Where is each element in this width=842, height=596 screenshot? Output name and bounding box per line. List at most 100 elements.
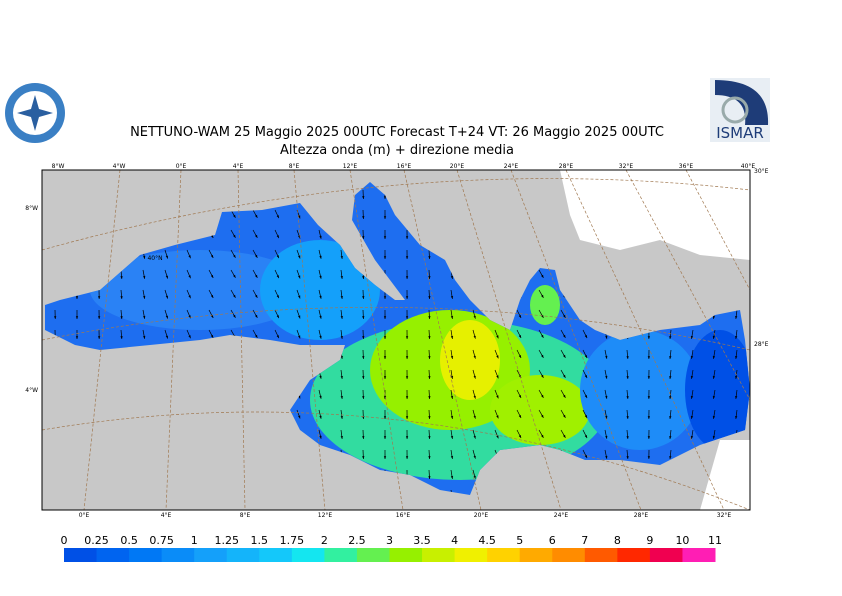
- arrow-head: [319, 335, 322, 339]
- arrow-head: [428, 476, 431, 479]
- arrow-head: [405, 336, 409, 339]
- arrow-head: [428, 256, 431, 259]
- arrow-head: [473, 335, 476, 339]
- colorbar-swatch: [649, 548, 683, 562]
- arrow-head: [428, 276, 431, 279]
- arrow-head: [541, 374, 544, 378]
- subtitle: Altezza onda (m) + direzione media: [280, 143, 514, 158]
- colorbar-label: 3.5: [413, 534, 431, 547]
- colorbar-swatch: [194, 548, 228, 562]
- arrow-head: [319, 275, 322, 279]
- arrow-head: [120, 336, 123, 339]
- arrow-head: [496, 435, 499, 439]
- arrow-head: [143, 315, 146, 319]
- arrow-head: [584, 355, 588, 359]
- arrow-head: [362, 316, 365, 319]
- arrow-head: [405, 416, 409, 419]
- arrow-head: [165, 275, 168, 279]
- arrow-head: [428, 336, 431, 339]
- arrow-head: [735, 316, 738, 319]
- right-label: 28°E: [754, 341, 769, 348]
- colorbar-label: 0: [61, 534, 68, 547]
- arrow-head: [340, 336, 343, 339]
- arrow-head: [605, 455, 608, 459]
- arrow-head: [584, 415, 588, 419]
- arrow-head: [210, 234, 214, 238]
- map: [42, 170, 750, 510]
- arrow-head: [362, 396, 365, 399]
- bottom-lon-label: 12°E: [318, 512, 333, 519]
- arrow-head: [473, 315, 476, 319]
- arrow-head: [496, 335, 499, 339]
- arrow-head: [188, 255, 191, 259]
- bottom-lon-label: 0°E: [79, 512, 90, 519]
- colorbar-swatch: [519, 548, 553, 562]
- arrow-head: [405, 436, 409, 439]
- arrow-head: [563, 334, 566, 338]
- colorbar-swatch: [422, 548, 456, 562]
- arrow-head: [496, 375, 499, 379]
- arrow-head: [626, 396, 629, 399]
- arrow-head: [450, 375, 454, 379]
- colorbar-swatch: [226, 548, 260, 562]
- arrow-head: [383, 356, 387, 359]
- arrow-head: [120, 296, 123, 299]
- arrow-head: [298, 215, 301, 219]
- arrow-head: [626, 456, 629, 459]
- arrow-head: [735, 336, 738, 339]
- arrow-head: [647, 336, 651, 339]
- arrow-head: [712, 335, 716, 339]
- arrow-head: [428, 436, 431, 439]
- arrow-head: [233, 314, 236, 318]
- arrow-head: [276, 295, 279, 299]
- colorbar-label: 5: [516, 534, 523, 547]
- arrow-head: [97, 336, 101, 339]
- colorbar-swatch: [682, 548, 716, 562]
- arrow-head: [143, 295, 146, 299]
- arrow-head: [690, 395, 694, 399]
- arrow-head: [450, 395, 454, 399]
- top-lon-label: 20°E: [450, 163, 465, 170]
- arrow-head: [383, 376, 387, 379]
- arrow-head: [669, 376, 672, 379]
- arrow-head: [428, 376, 431, 379]
- bottom-lon-label: 16°E: [396, 512, 411, 519]
- arrow-head: [319, 395, 322, 399]
- arrow-head: [233, 254, 236, 258]
- arrow-head: [319, 235, 322, 239]
- arrow-head: [383, 256, 387, 259]
- arrow-head: [340, 416, 343, 419]
- arrow-head: [340, 296, 343, 299]
- top-lon-label: 24°E: [504, 163, 519, 170]
- logo-left: [5, 83, 65, 143]
- arrow-head: [340, 436, 343, 439]
- arrow-head: [276, 215, 279, 219]
- arrow-head: [75, 316, 79, 319]
- arrow-head: [690, 355, 694, 359]
- arrow-head: [362, 236, 365, 239]
- arrow-head: [276, 335, 279, 339]
- arrow-head: [362, 276, 365, 279]
- colorbar-label: 9: [646, 534, 653, 547]
- colorbar-label: 1.5: [251, 534, 269, 547]
- arrow-head: [319, 255, 322, 259]
- arrow-head: [362, 416, 365, 419]
- arrow-head: [428, 396, 431, 399]
- arrow-head: [712, 415, 716, 419]
- arrow-head: [340, 376, 343, 379]
- arrow-head: [405, 356, 409, 359]
- left-label: 4°W: [25, 387, 38, 394]
- arrow-head: [647, 396, 651, 399]
- arrow-head: [210, 314, 214, 318]
- arrow-head: [405, 316, 409, 319]
- arrow-head: [626, 376, 629, 379]
- arrow-head: [362, 456, 365, 459]
- arrow-head: [541, 394, 544, 398]
- arrow-head: [383, 436, 387, 439]
- top-lon-label: 28°E: [559, 163, 574, 170]
- arrow-head: [450, 275, 454, 279]
- bottom-lon-label: 24°E: [554, 512, 569, 519]
- arrow-head: [120, 276, 123, 279]
- arrow-head: [647, 376, 651, 379]
